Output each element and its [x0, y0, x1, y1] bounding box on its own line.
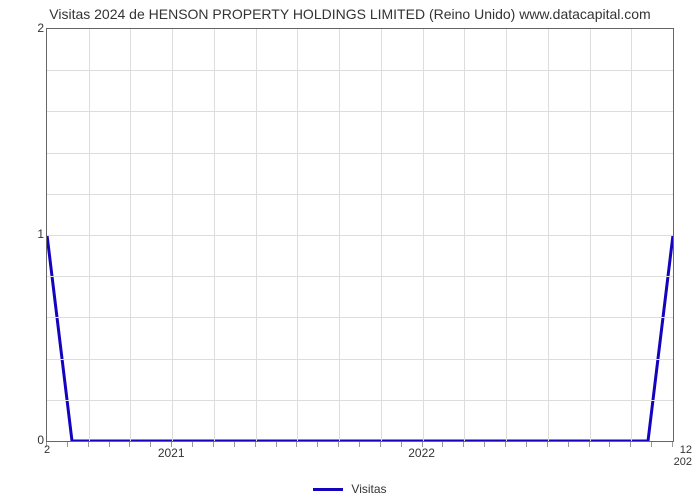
x-minor-tick [192, 442, 193, 447]
x-minor-tick [547, 442, 548, 447]
y-tick: 0 [4, 433, 44, 447]
grid-h [47, 276, 673, 277]
series-line [47, 235, 673, 441]
grid-h [47, 153, 673, 154]
x-minor-tick [505, 442, 506, 447]
x-minor-tick [401, 442, 402, 447]
x-minor-tick [589, 442, 590, 447]
x-minor-tick [171, 442, 172, 447]
x-minor-tick [234, 442, 235, 447]
x-minor-tick [422, 442, 423, 447]
x-minor-tick [88, 442, 89, 447]
x-minor-tick [630, 442, 631, 447]
x-minor-tick [526, 442, 527, 447]
x-minor-tick [380, 442, 381, 447]
x-tick: 2021 [158, 446, 185, 460]
x-minor-tick [276, 442, 277, 447]
grid-h [47, 317, 673, 318]
x-minor-tick [338, 442, 339, 447]
x-minor-tick [568, 442, 569, 447]
grid-h [47, 194, 673, 195]
x-minor-tick [213, 442, 214, 447]
chart-title: Visitas 2024 de HENSON PROPERTY HOLDINGS… [0, 6, 700, 22]
x-minor-tick [150, 442, 151, 447]
x-minor-tick [255, 442, 256, 447]
x-minor-tick [129, 442, 130, 447]
legend-label: Visitas [351, 482, 386, 496]
x-minor-tick [484, 442, 485, 447]
y-tick: 1 [4, 227, 44, 241]
y-tick: 2 [4, 21, 44, 35]
plot-area [46, 28, 674, 442]
x-minor-tick [109, 442, 110, 447]
x-minor-tick [296, 442, 297, 447]
x-minor-tick [651, 442, 652, 447]
x-minor-tick [359, 442, 360, 447]
x-tick: 2022 [408, 446, 435, 460]
x-minor-tick [442, 442, 443, 447]
chart-container: { "title": "Visitas 2024 de HENSON PROPE… [0, 0, 700, 500]
grid-h [47, 235, 673, 236]
x-minor-tick [317, 442, 318, 447]
grid-h [47, 70, 673, 71]
legend: Visitas [0, 482, 700, 496]
legend-swatch [313, 488, 343, 491]
grid-h [47, 111, 673, 112]
grid-h [47, 400, 673, 401]
x-sub-right: 12 202 [674, 444, 692, 468]
x-minor-tick [609, 442, 610, 447]
x-minor-tick [463, 442, 464, 447]
grid-h [47, 359, 673, 360]
x-sub-left: 2 [44, 444, 50, 456]
x-minor-tick [67, 442, 68, 447]
